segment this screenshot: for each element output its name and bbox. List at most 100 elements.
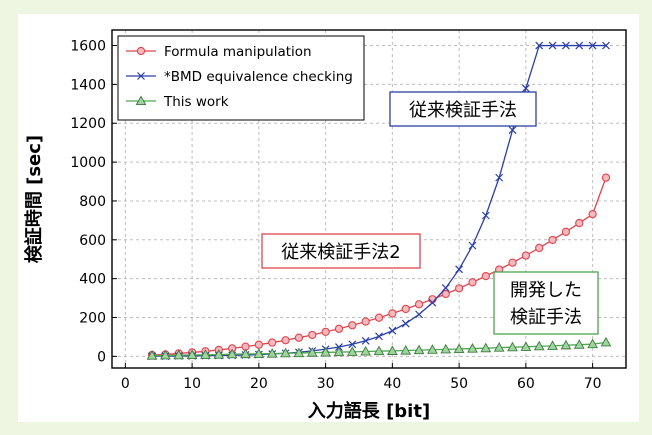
x-marker-stroke — [468, 241, 477, 250]
y-tick-label: 1600 — [70, 39, 106, 55]
data-point — [280, 347, 291, 358]
annotation-text: 開発した — [510, 280, 582, 301]
x-marker-stroke — [441, 284, 450, 292]
x-marker-stroke — [575, 41, 584, 50]
x-marker-stroke — [548, 41, 557, 50]
x-marker-stroke — [401, 319, 410, 328]
annotation-conventional2: 従来検証手法2 — [261, 233, 421, 269]
data-point — [415, 310, 423, 319]
annotation-box — [493, 271, 599, 335]
data-point — [441, 289, 450, 299]
data-point — [360, 345, 372, 356]
x-axis-label: 入力語長 [bit] — [308, 400, 430, 422]
legend-marker — [136, 46, 146, 56]
data-point — [306, 347, 318, 357]
legend-label: This work — [163, 94, 229, 110]
data-point — [400, 344, 412, 355]
y-tick-label: 400 — [79, 272, 106, 288]
data-point — [266, 348, 278, 358]
data-point — [240, 348, 251, 359]
data-point — [573, 339, 585, 349]
data-point — [521, 251, 531, 260]
data-point — [600, 336, 612, 347]
x-tick-label: 10 — [183, 376, 201, 392]
x-marker-stroke — [481, 211, 490, 220]
x-marker-stroke — [495, 173, 504, 182]
data-point — [560, 339, 572, 350]
x-marker-stroke — [455, 265, 464, 274]
data-point — [320, 346, 331, 357]
x-marker-stroke — [375, 332, 383, 341]
data-point — [308, 330, 317, 340]
data-point — [454, 284, 464, 293]
x-marker-stroke — [521, 84, 530, 93]
x-marker-stroke — [508, 126, 517, 134]
data-point — [547, 340, 558, 350]
data-point — [508, 126, 517, 134]
data-point — [333, 346, 345, 357]
data-point — [386, 345, 398, 355]
axis-ticks: 0 10 20 30 40 50 60 70 0 200 400 600 800 1000 1200 1400… — [70, 39, 601, 392]
data-point — [268, 338, 277, 347]
data-point — [588, 210, 597, 219]
x-tick-label: 0 — [121, 376, 130, 392]
data-point — [548, 235, 557, 245]
x-tick-label: 40 — [383, 376, 401, 392]
data-point — [508, 258, 517, 267]
y-tick-label: 800 — [79, 194, 106, 210]
x-tick-label: 50 — [450, 376, 468, 392]
data-point — [401, 304, 410, 314]
data-point — [441, 284, 450, 292]
data-point — [493, 342, 505, 352]
data-point — [535, 243, 544, 253]
data-point — [561, 227, 571, 236]
data-point — [213, 349, 225, 359]
data-point — [520, 341, 532, 351]
annotation-text: 従来検証手法2 — [281, 242, 400, 263]
y-tick-label: 1400 — [70, 77, 106, 93]
annotation-text: 従来検証手法 — [409, 100, 517, 121]
data-point — [427, 344, 438, 354]
data-point — [588, 41, 597, 50]
legend: Formula manipulation *BMD equivalence che… — [117, 35, 365, 121]
data-point — [481, 271, 490, 281]
data-point — [575, 41, 584, 50]
data-point — [481, 211, 490, 220]
data-point — [375, 332, 383, 341]
legend-box — [117, 35, 365, 121]
x-tick-label: 70 — [584, 376, 602, 392]
data-point — [561, 41, 570, 50]
x-tick-label: 20 — [250, 376, 268, 392]
data-point — [281, 336, 290, 345]
data-point — [507, 341, 518, 352]
series-2 — [146, 336, 612, 360]
x-marker-stroke — [602, 41, 610, 50]
data-point — [602, 41, 610, 50]
data-point — [173, 349, 185, 360]
y-tick-label: 600 — [79, 233, 106, 249]
x-tick-label: 60 — [517, 376, 535, 392]
data-point — [575, 218, 584, 228]
x-marker-stroke — [415, 310, 423, 319]
y-tick-label: 1200 — [70, 116, 106, 132]
data-point — [388, 309, 397, 318]
data-point — [334, 324, 344, 333]
data-point — [428, 298, 437, 307]
x-marker-stroke — [535, 41, 544, 50]
x-marker-stroke — [388, 326, 397, 335]
data-point — [601, 173, 611, 182]
annotation-box — [261, 233, 421, 269]
annotation-text: 検証手法 — [510, 307, 582, 328]
data-point — [548, 41, 557, 50]
legend-marker — [135, 95, 147, 106]
data-point — [348, 340, 357, 349]
data-point — [346, 346, 358, 356]
data-point — [414, 300, 424, 309]
y-tick-label: 200 — [79, 310, 106, 326]
data-point — [401, 319, 410, 328]
y-tick-label: 0 — [97, 349, 106, 365]
data-point — [413, 344, 425, 355]
y-axis-label: 検証時間 [sec] — [23, 135, 45, 263]
